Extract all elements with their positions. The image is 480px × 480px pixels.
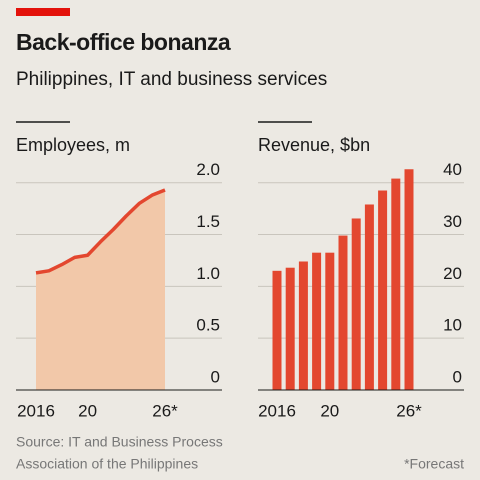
y-tick-label: 20 xyxy=(443,264,462,283)
line xyxy=(35,188,166,275)
bar xyxy=(338,235,348,390)
y-tick-label: 0.5 xyxy=(196,316,220,335)
bar xyxy=(364,204,374,390)
y-tick-label: 10 xyxy=(443,316,462,335)
bar xyxy=(298,261,308,390)
bar xyxy=(404,169,414,390)
panel-title: Employees, m xyxy=(16,135,130,155)
x-tick-label: 20 xyxy=(78,401,97,420)
y-tick-label: 0 xyxy=(211,367,220,386)
bar xyxy=(391,178,401,390)
x-tick-label: 20 xyxy=(320,401,339,420)
source: Source: IT and Business Process xyxy=(16,434,223,450)
bar xyxy=(312,252,322,390)
bar xyxy=(351,218,361,390)
y-tick-label: 1.5 xyxy=(196,212,220,231)
brand-bar xyxy=(16,8,70,16)
y-tick-label: 0 xyxy=(453,367,462,386)
x-tick-label: 26* xyxy=(396,401,422,420)
x-tick-label: 2016 xyxy=(17,401,55,420)
y-tick-label: 1.0 xyxy=(196,264,220,283)
y-tick-label: 30 xyxy=(443,212,462,231)
y-tick-label: 2.0 xyxy=(196,160,220,179)
x-tick-label: 2016 xyxy=(258,401,296,420)
area xyxy=(36,189,165,390)
title: Back-office bonanza xyxy=(16,29,231,55)
bar xyxy=(325,252,335,390)
bar xyxy=(378,190,388,390)
panel-title: Revenue, $bn xyxy=(258,135,370,155)
subtitle: Philippines, IT and business services xyxy=(16,69,327,90)
bar xyxy=(285,267,295,390)
bar xyxy=(272,270,282,390)
footnote: *Forecast xyxy=(404,456,464,472)
y-tick-label: 40 xyxy=(443,160,462,179)
source: Association of the Philippines xyxy=(16,456,198,472)
x-tick-label: 26* xyxy=(152,401,178,420)
